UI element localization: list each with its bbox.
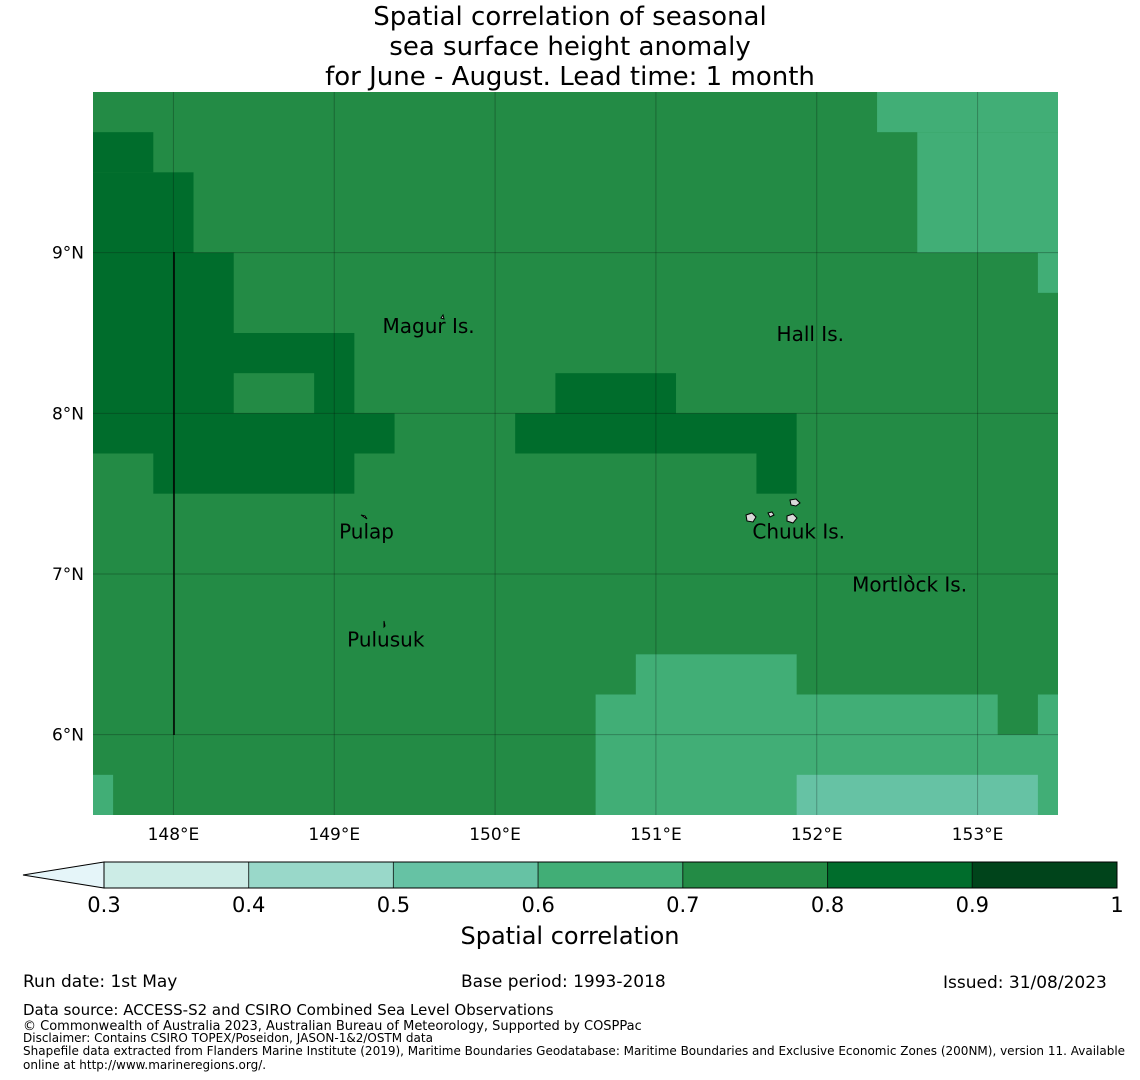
issued-date: Issued: 31/08/2023 bbox=[943, 973, 1107, 993]
colorbar-segment bbox=[248, 861, 394, 889]
chuuk-island-shape bbox=[786, 513, 798, 524]
correlation-cell bbox=[153, 453, 355, 494]
colorbar-segment bbox=[537, 861, 684, 889]
colorbar-segment bbox=[827, 861, 973, 889]
colorbar-segment bbox=[103, 861, 250, 889]
correlation-cell bbox=[93, 172, 194, 253]
map-title: Spatial correlation of seasonal sea surf… bbox=[0, 2, 1140, 92]
lat-tick-label: 7°N bbox=[52, 565, 84, 585]
lat-tick-label: 9°N bbox=[52, 244, 84, 264]
colorbar-segment bbox=[682, 861, 829, 889]
disclaimer: Disclaimer: Contains CSIRO TOPEX/Poseido… bbox=[23, 1031, 433, 1045]
title-line-3: for June - August. Lead time: 1 month bbox=[325, 62, 815, 92]
lon-tick-label: 150°E bbox=[469, 825, 521, 845]
place-label: Mortlock Is. bbox=[852, 573, 967, 597]
chuuk-island-shape bbox=[789, 498, 801, 507]
title-line-2: sea surface height anomaly bbox=[389, 32, 751, 62]
place-labels: Magur Is. Hall Is. Pulap Chuuk Is. Mortlock … bbox=[339, 314, 967, 651]
correlation-cell bbox=[93, 774, 114, 815]
chuuk-island-shape bbox=[767, 511, 775, 518]
copyright: © Commonwealth of Australia 2023, Austra… bbox=[23, 1019, 642, 1034]
colorbar-tick-label: 0.6 bbox=[521, 893, 554, 917]
longitude-ticks: 148°E 149°E 150°E 151°E 152°E 153°E bbox=[148, 825, 1004, 845]
place-label: Pulap bbox=[339, 520, 394, 544]
colorbar-label: Spatial correlation bbox=[460, 922, 680, 950]
colorbar-segment bbox=[971, 861, 1118, 889]
correlation-cell bbox=[917, 132, 1058, 253]
correlation-cell bbox=[796, 774, 1038, 815]
colorbar-tick-label: 0.8 bbox=[811, 893, 844, 917]
correlation-cell bbox=[93, 252, 234, 333]
correlation-cell bbox=[877, 92, 1058, 133]
lat-tick-label: 8°N bbox=[52, 404, 84, 424]
colorbar-body bbox=[22, 861, 1118, 889]
colorbar-tick-label: 0.9 bbox=[956, 893, 989, 917]
correlation-cell bbox=[233, 373, 315, 414]
run-date: Run date: 1st May bbox=[23, 972, 178, 992]
pulusuk-island-shape bbox=[383, 620, 386, 629]
colorbar-segment bbox=[392, 861, 539, 889]
place-label: Magur Is. bbox=[383, 314, 475, 338]
latitude-ticks: 9°N 8°N 7°N 6°N bbox=[52, 244, 84, 746]
lon-tick-label: 149°E bbox=[308, 825, 360, 845]
colorbar-ticks: 0.3 0.4 0.5 0.6 0.7 0.8 0.9 1 bbox=[87, 893, 1123, 917]
correlation-cell bbox=[997, 694, 1038, 735]
correlation-cell bbox=[93, 413, 395, 454]
colorbar-tick-label: 0.3 bbox=[87, 893, 120, 917]
place-label: Hall Is. bbox=[777, 322, 844, 346]
lon-tick-label: 153°E bbox=[952, 825, 1004, 845]
lon-tick-label: 152°E bbox=[791, 825, 843, 845]
mortlock-island-shape bbox=[907, 574, 913, 581]
colorbar-tick-label: 0.5 bbox=[377, 893, 410, 917]
base-period: Base period: 1993-2018 bbox=[461, 972, 666, 992]
place-label: Pulusuk bbox=[347, 627, 425, 651]
lon-tick-label: 148°E bbox=[148, 825, 200, 845]
shapefile-credit-1: Shapefile data extracted from Flanders M… bbox=[23, 1044, 1126, 1058]
shapefile-credit-2: online at http://www.marineregions.org/. bbox=[23, 1058, 267, 1072]
chuuk-island-shape bbox=[745, 512, 757, 523]
pulap-island-shape bbox=[360, 514, 368, 520]
title-line-1: Spatial correlation of seasonal bbox=[373, 2, 767, 32]
correlation-grid bbox=[93, 92, 1058, 815]
lon-tick-label: 151°E bbox=[630, 825, 682, 845]
correlation-map: Magur Is. Hall Is. Pulap Chuuk Is. Mortlock … bbox=[52, 92, 1058, 845]
colorbar-extend-arrow bbox=[22, 861, 105, 889]
magur-island-shape bbox=[440, 313, 445, 320]
data-source: Data source: ACCESS-S2 and CSIRO Combine… bbox=[23, 1001, 554, 1019]
island-outlines bbox=[360, 313, 913, 629]
correlation-cell bbox=[93, 333, 355, 414]
lat-tick-label: 6°N bbox=[52, 726, 84, 746]
correlation-cell bbox=[1037, 252, 1058, 293]
place-label: Chuuk Is. bbox=[752, 520, 845, 544]
colorbar-frame bbox=[103, 861, 1118, 889]
correlation-cell bbox=[756, 453, 797, 494]
correlation-cell bbox=[93, 132, 154, 173]
colorbar-tick-label: 0.4 bbox=[232, 893, 265, 917]
colorbar-tick-label: 0.7 bbox=[666, 893, 699, 917]
colorbar-tick-label: 1 bbox=[1110, 893, 1123, 917]
correlation-cell bbox=[515, 413, 797, 454]
